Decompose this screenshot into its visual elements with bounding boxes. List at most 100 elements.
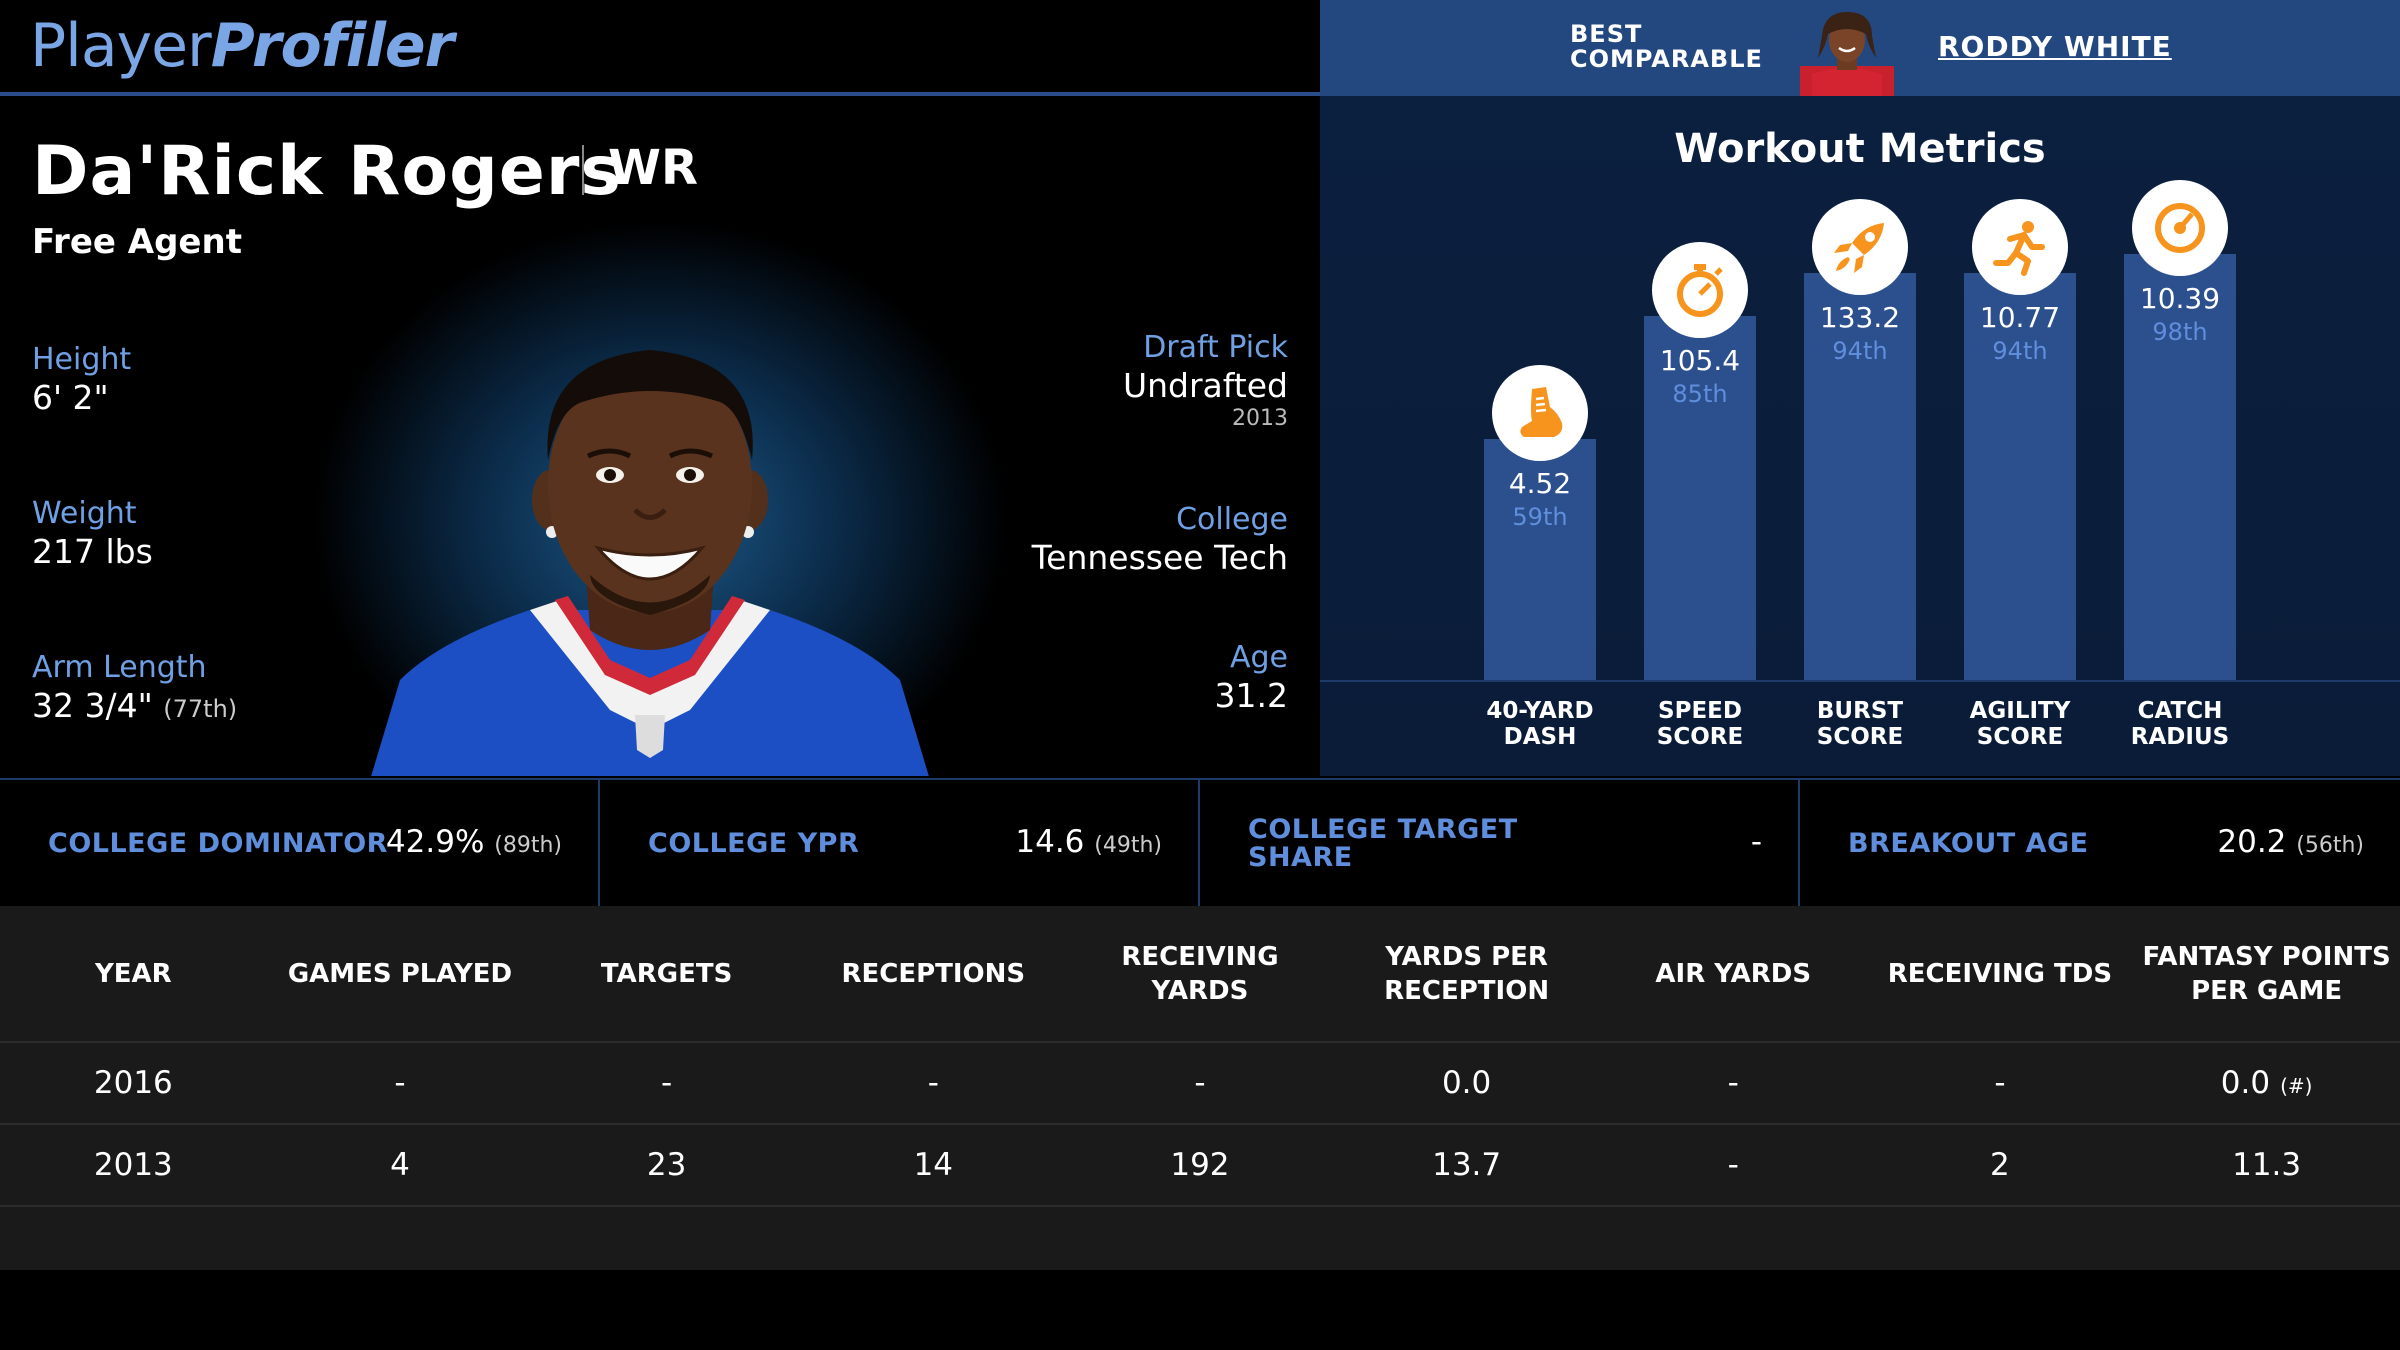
arm-length-label: Arm Length — [32, 650, 207, 685]
breakout-age-percentile: (56th) — [2296, 833, 2364, 858]
best-comparable-label-line2: COMPARABLE — [1570, 45, 1763, 73]
table-cell: 14 — [799, 1124, 1067, 1207]
stopwatch-icon-badge — [1652, 242, 1748, 338]
best-comparable-label-line1: BEST — [1570, 20, 1643, 48]
bar-40-yard-dash[interactable]: 4.52 59th — [1484, 365, 1596, 680]
player-name: Da'Rick Rogers — [32, 132, 622, 211]
table-cell: 2 — [1866, 1124, 2134, 1207]
col-air-yards[interactable]: AIR YARDS — [1599, 906, 1867, 1043]
college-ypr-number: 14.6 — [1015, 824, 1085, 860]
table-cell: 2013 — [0, 1124, 267, 1207]
player-profiler-logo[interactable]: PlayerProfiler — [30, 11, 454, 81]
arm-length-attr: Arm Length 32 3/4" (77th) — [32, 650, 237, 729]
best-comparable-label: BEST COMPARABLE — [1570, 22, 1763, 72]
burst-score-percentile: 94th — [1832, 337, 1888, 365]
catch-radius-value: 10.39 — [2139, 282, 2221, 315]
burst-score-value: 133.2 — [1819, 301, 1901, 334]
weight-label: Weight — [32, 496, 137, 531]
comparable-player-link[interactable]: RODDY WHITE — [1938, 30, 2172, 63]
agility-score-label-line1: AGILITY — [1969, 698, 2071, 724]
table-row: 2016 - - - - 0.0 - - 0.0 (#) — [0, 1042, 2400, 1125]
table-cell: - — [266, 1042, 534, 1125]
draft-pick-value: Undrafted — [1122, 366, 1288, 405]
speed-score-label-line1: SPEED — [1658, 698, 1742, 724]
table-cell: - — [1599, 1124, 1867, 1207]
col-receptions[interactable]: RECEPTIONS — [799, 906, 1067, 1043]
college-dominator-number: 42.9% — [385, 824, 485, 860]
agility-score-label-line2: SCORE — [1976, 724, 2064, 750]
col-receiving-yards[interactable]: RECEIVING YARDS — [1066, 906, 1334, 1043]
weight-attr: Weight 217 lbs — [32, 496, 153, 572]
stat-college-dominator[interactable]: COLLEGE DOMINATOR 42.9% (89th) — [0, 780, 600, 908]
target-icon-badge — [2132, 180, 2228, 276]
arm-length-percentile: (77th) — [163, 695, 238, 723]
catch-radius-label: CATCH RADIUS — [2100, 698, 2260, 750]
rank-note[interactable]: (#) — [2280, 1074, 2313, 1098]
speed-score-label-line2: SCORE — [1656, 724, 1744, 750]
table-cell: - — [1599, 1042, 1867, 1125]
col-yards-per-reception[interactable]: YARDS PER RECEPTION — [1333, 906, 1600, 1043]
stat-college-target-share[interactable]: COLLEGE TARGET SHARE - — [1200, 780, 1800, 908]
target-icon — [2155, 203, 2205, 253]
college-stats-row: COLLEGE DOMINATOR 42.9% (89th) COLLEGE Y… — [0, 778, 2400, 908]
stat-breakout-age[interactable]: BREAKOUT AGE 20.2 (56th) — [1800, 780, 2400, 908]
bar-burst-score[interactable]: 133.2 94th — [1804, 199, 1916, 680]
col-fantasy-points-per-game[interactable]: FANTASY POINTS PER GAME — [2133, 906, 2400, 1043]
logo-text-player: Player — [30, 11, 212, 81]
player-info-panel: Da'Rick Rogers WR Free Agent Height 6' 2… — [0, 100, 1320, 776]
burst-score-label-line1: BURST — [1816, 698, 1904, 724]
weight-value: 217 lbs — [32, 532, 153, 571]
runner-icon — [1993, 221, 2045, 276]
shoe-icon — [1520, 387, 1563, 437]
player-team: Free Agent — [32, 222, 242, 262]
breakout-age-value: 20.2 (56th) — [2217, 824, 2364, 860]
fantasy-points-value: 0.0 — [2220, 1065, 2271, 1101]
bars-baseline — [1320, 680, 2400, 682]
college-ypr-value: 14.6 (49th) — [1015, 824, 1162, 860]
col-games-played[interactable]: GAMES PLAYED — [266, 906, 534, 1043]
table-cell: - — [533, 1042, 800, 1125]
stat-college-ypr[interactable]: COLLEGE YPR 14.6 (49th) — [600, 780, 1200, 908]
college-ypr-percentile: (49th) — [1094, 833, 1162, 858]
season-stats-table-wrap: YEAR GAMES PLAYED TARGETS RECEPTIONS REC… — [0, 906, 2400, 1270]
workout-metrics-panel: Workout Metrics 4.52 59th 105.4 85th 133… — [1320, 96, 2400, 776]
col-targets[interactable]: TARGETS — [533, 906, 800, 1043]
table-cell: 11.3 — [2133, 1124, 2400, 1207]
player-position: WR — [608, 140, 698, 196]
agility-score-value: 10.77 — [1979, 301, 2061, 334]
catch-radius-label-line1: CATCH — [2137, 698, 2223, 724]
breakout-age-label: BREAKOUT AGE — [1848, 828, 2089, 859]
agility-score-percentile: 94th — [1992, 337, 2048, 365]
rocket-icon-badge — [1812, 199, 1908, 295]
bar-catch-radius[interactable]: 10.39 98th — [2124, 180, 2236, 680]
table-cell: - — [799, 1042, 1067, 1125]
age-value: 31.2 — [1214, 676, 1288, 715]
age-attr: Age 31.2 — [1215, 640, 1288, 716]
table-row: 2013 4 23 14 192 13.7 - 2 11.3 — [0, 1124, 2400, 1207]
table-cell: 13.7 — [1333, 1124, 1600, 1207]
table-cell: 23 — [533, 1124, 800, 1207]
college-value: Tennessee Tech — [1031, 538, 1288, 577]
draft-pick-label: Draft Pick — [1143, 330, 1288, 365]
brand-bar: PlayerProfiler — [0, 0, 1320, 96]
bar-agility-score[interactable]: 10.77 94th — [1964, 199, 2076, 680]
col-receiving-tds[interactable]: RECEIVING TDS — [1866, 906, 2134, 1043]
college-dominator-label: COLLEGE DOMINATOR — [48, 828, 388, 859]
college-attr: College Tennessee Tech — [1032, 502, 1288, 578]
college-dominator-value: 42.9% (89th) — [386, 824, 562, 860]
arm-length-value: 32 3/4" (77th) — [32, 686, 237, 729]
player-headshot — [360, 310, 940, 776]
table-cell: 4 — [266, 1124, 534, 1207]
best-comparable-bar: BEST COMPARABLE RODDY WHITE — [1320, 0, 2400, 96]
burst-score-label-line2: SCORE — [1816, 724, 1904, 750]
speed-score-value: 105.4 — [1659, 344, 1741, 377]
col-year[interactable]: YEAR — [0, 906, 267, 1043]
stopwatch-icon — [1677, 264, 1723, 317]
speed-score-percentile: 85th — [1672, 380, 1728, 408]
40-yard-dash-label-line2: DASH — [1503, 724, 1577, 750]
bar-speed-score[interactable]: 105.4 85th — [1644, 242, 1756, 680]
table-cell: - — [1866, 1042, 2134, 1125]
season-stats-table: YEAR GAMES PLAYED TARGETS RECEPTIONS REC… — [0, 906, 2400, 1207]
age-label: Age — [1229, 640, 1288, 675]
table-header-row: YEAR GAMES PLAYED TARGETS RECEPTIONS REC… — [0, 906, 2400, 1043]
